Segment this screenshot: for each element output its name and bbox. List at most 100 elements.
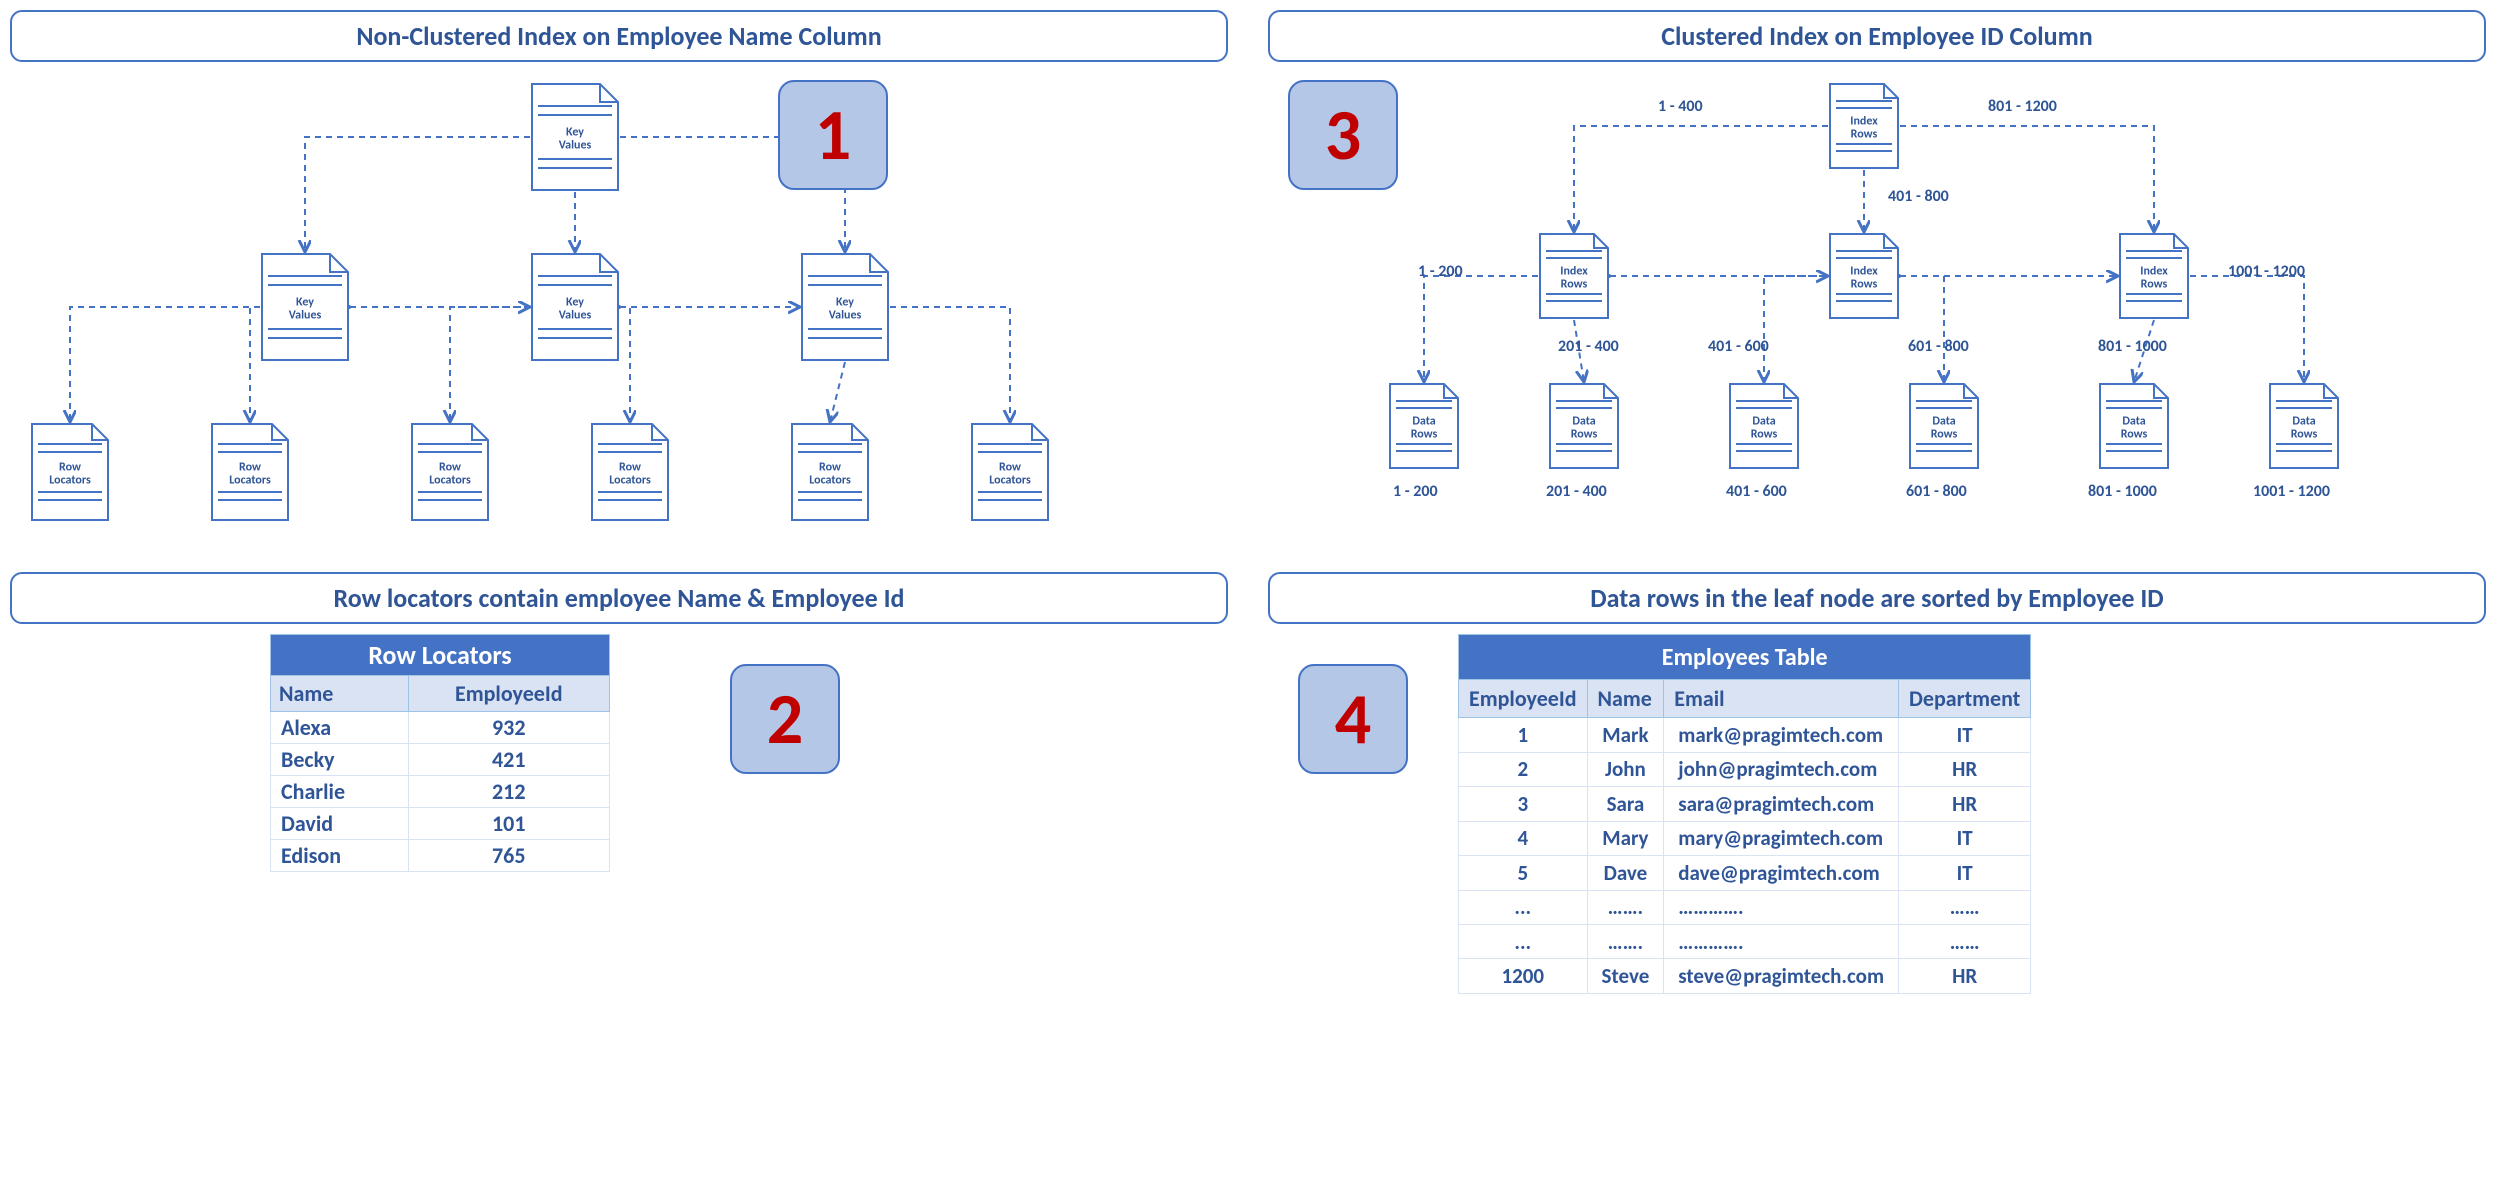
- doc-node-l3: Row Locators: [410, 422, 490, 522]
- range-label: 801 - 1000: [2098, 337, 2167, 356]
- range-label: 401 - 600: [1708, 337, 1769, 356]
- doc-label: Index Rows: [1850, 115, 1877, 141]
- cell: Edison: [271, 840, 409, 872]
- doc-label: Index Rows: [2140, 265, 2167, 291]
- range-label: 1001 - 1200: [2228, 262, 2305, 281]
- cell: 932: [408, 712, 609, 744]
- badge-2: 2: [730, 664, 840, 774]
- cell: 101: [408, 808, 609, 840]
- doc-label: Data Rows: [2291, 415, 2318, 441]
- range-label: 801 - 1200: [1988, 97, 2057, 116]
- cell: mark@pragimtech.com: [1664, 718, 1899, 752]
- cell: steve@pragimtech.com: [1664, 959, 1899, 994]
- doc-label: Data Rows: [1411, 415, 1438, 441]
- table-row-locators: Row Locators NameEmployeeId Alexa932Beck…: [270, 634, 610, 872]
- doc-node-r: Index Rows: [1828, 82, 1900, 170]
- cell: mary@pragimtech.com: [1664, 821, 1899, 855]
- doc-node-m3: Index Rows: [2118, 232, 2190, 320]
- table-row: Alexa932: [271, 712, 610, 744]
- cell: HR: [1899, 959, 2031, 994]
- table-row: 2Johnjohn@pragimtech.comHR: [1459, 752, 2031, 786]
- cell: Mary: [1587, 821, 1664, 855]
- panel-row-locators: Row locators contain employee Name & Emp…: [10, 572, 1228, 994]
- title-employees-table: Data rows in the leaf node are sorted by…: [1268, 572, 2486, 624]
- cell: David: [271, 808, 409, 840]
- doc-label: Key Values: [559, 296, 592, 322]
- doc-label: Data Rows: [1571, 415, 1598, 441]
- cell: 212: [408, 776, 609, 808]
- col-header: Department: [1899, 680, 2031, 718]
- doc-label: Data Rows: [1931, 415, 1958, 441]
- cell: 421: [408, 744, 609, 776]
- cell: dave@pragimtech.com: [1664, 856, 1899, 890]
- cell: Charlie: [271, 776, 409, 808]
- table-row: David101: [271, 808, 610, 840]
- table-row: 1Markmark@pragimtech.comIT: [1459, 718, 2031, 752]
- table-row: ...…….………….……: [1459, 925, 2031, 959]
- col-header: Email: [1664, 680, 1899, 718]
- range-label: 1 - 400: [1658, 97, 1703, 116]
- cell: IT: [1899, 718, 2031, 752]
- doc-label: Key Values: [289, 296, 322, 322]
- doc-node-l1: Row Locators: [30, 422, 110, 522]
- doc-node-m1: Index Rows: [1538, 232, 1610, 320]
- doc-node-l2: Data Rows: [1548, 382, 1620, 470]
- cell: 4: [1459, 821, 1588, 855]
- cell: Steve: [1587, 959, 1664, 994]
- panel-nonclustered-tree: Non-Clustered Index on Employee Name Col…: [10, 10, 1228, 532]
- doc-label: Key Values: [559, 126, 592, 152]
- cell: ...: [1459, 890, 1588, 924]
- range-label: 801 - 1000: [2088, 482, 2157, 501]
- table-employees: Employees Table EmployeeIdNameEmailDepar…: [1458, 634, 2031, 994]
- range-label: 401 - 600: [1726, 482, 1787, 501]
- range-label: 601 - 800: [1906, 482, 1967, 501]
- table-row: Charlie212: [271, 776, 610, 808]
- doc-label: Data Rows: [1751, 415, 1778, 441]
- cell: Mark: [1587, 718, 1664, 752]
- doc-label: Row Locators: [49, 461, 91, 487]
- table-row: Edison765: [271, 840, 610, 872]
- table-row: 4Marymary@pragimtech.comIT: [1459, 821, 2031, 855]
- title-nonclustered: Non-Clustered Index on Employee Name Col…: [10, 10, 1228, 62]
- cell: IT: [1899, 856, 2031, 890]
- table-row: Becky421: [271, 744, 610, 776]
- cell: sara@pragimtech.com: [1664, 787, 1899, 821]
- doc-node-m1: Key Values: [260, 252, 350, 362]
- doc-label: Row Locators: [809, 461, 851, 487]
- cell: John: [1587, 752, 1664, 786]
- cell: 3: [1459, 787, 1588, 821]
- doc-label: Key Values: [829, 296, 862, 322]
- cell: Alexa: [271, 712, 409, 744]
- cell: 1: [1459, 718, 1588, 752]
- cell: ………….: [1664, 925, 1899, 959]
- grid-container: Non-Clustered Index on Employee Name Col…: [10, 10, 2486, 994]
- doc-node-l3: Data Rows: [1728, 382, 1800, 470]
- title-clustered: Clustered Index on Employee ID Column: [1268, 10, 2486, 62]
- col-header: Name: [271, 676, 409, 712]
- title-row-locators: Row locators contain employee Name & Emp…: [10, 572, 1228, 624]
- doc-label: Row Locators: [989, 461, 1031, 487]
- tree-nonclustered: Key Values Key Values Key Values Key Val…: [10, 72, 1228, 532]
- table-row: 1200Stevesteve@pragimtech.comHR: [1459, 959, 2031, 994]
- badge-3: 3: [1288, 80, 1398, 190]
- cell: 765: [408, 840, 609, 872]
- doc-node-r: Key Values: [530, 82, 620, 192]
- range-label: 201 - 400: [1558, 337, 1619, 356]
- panel-clustered-tree: Clustered Index on Employee ID Column In…: [1268, 10, 2486, 532]
- doc-node-l4: Row Locators: [590, 422, 670, 522]
- range-label: 401 - 800: [1888, 187, 1949, 206]
- table-row: ...…….………….……: [1459, 890, 2031, 924]
- table-title: Row Locators: [271, 635, 610, 676]
- col-header: EmployeeId: [408, 676, 609, 712]
- range-label: 1001 - 1200: [2253, 482, 2330, 501]
- cell: HR: [1899, 752, 2031, 786]
- badge-1: 1: [778, 80, 888, 190]
- range-label: 1 - 200: [1418, 262, 1463, 281]
- doc-label: Data Rows: [2121, 415, 2148, 441]
- doc-node-m3: Key Values: [800, 252, 890, 362]
- cell: …….: [1587, 890, 1664, 924]
- doc-node-l4: Data Rows: [1908, 382, 1980, 470]
- cell: HR: [1899, 787, 2031, 821]
- doc-label: Row Locators: [609, 461, 651, 487]
- cell: john@pragimtech.com: [1664, 752, 1899, 786]
